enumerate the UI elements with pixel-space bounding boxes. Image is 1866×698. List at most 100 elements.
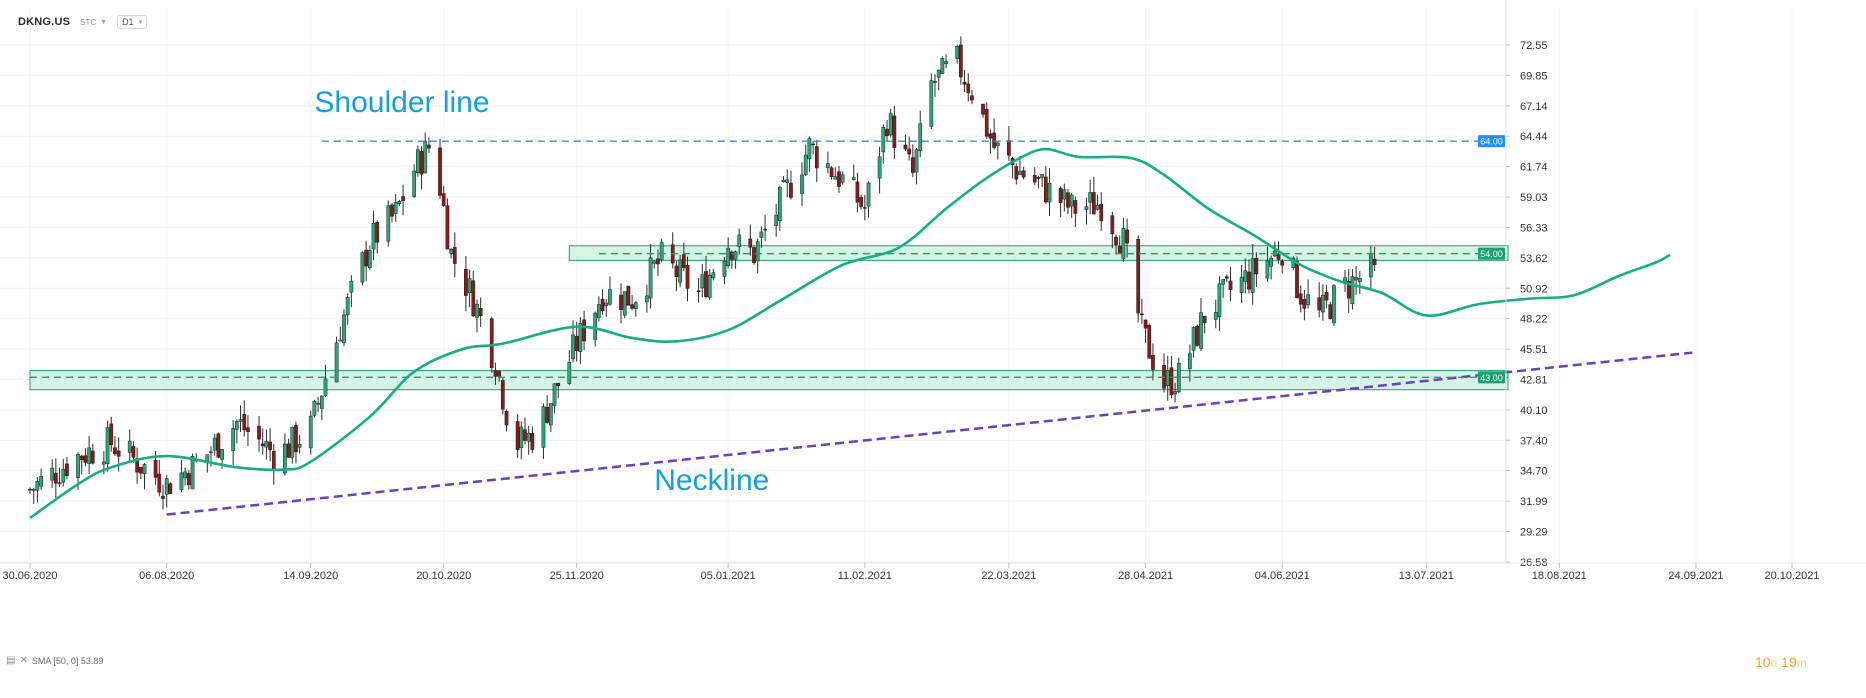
candle-body [386, 205, 391, 242]
candle [807, 136, 812, 172]
candle [670, 232, 675, 269]
candle-body [940, 57, 945, 74]
candle-body [401, 196, 405, 201]
candle-body [319, 395, 324, 409]
close-icon[interactable]: ✕ [19, 655, 28, 666]
timeframe-select[interactable]: D1 ▾ [117, 15, 148, 29]
candle-body [367, 250, 372, 268]
candle [785, 169, 790, 198]
candle-body [283, 443, 287, 474]
candle-body [1176, 363, 1181, 393]
candle-body [1173, 391, 1177, 395]
chart-type-select[interactable]: STC ▼ [80, 18, 107, 27]
candle-body [1014, 166, 1019, 180]
candle [500, 378, 505, 415]
candle [711, 268, 716, 281]
y-tick-label: 29.29 [1520, 527, 1548, 539]
candle-body [76, 454, 80, 478]
candle [1280, 258, 1285, 274]
candle [936, 69, 941, 91]
candle [286, 438, 291, 458]
candle-body [608, 289, 612, 305]
candle-body [393, 202, 398, 214]
candle-body [419, 151, 424, 175]
candle [1321, 284, 1325, 321]
candle-body [452, 247, 457, 264]
candle [105, 420, 110, 472]
candle [205, 454, 210, 473]
candle-body [597, 304, 601, 318]
candle [294, 421, 298, 464]
candle [1040, 173, 1044, 188]
candle [678, 254, 682, 288]
candle-body [1280, 260, 1285, 266]
candle-body [929, 80, 934, 127]
candle [157, 460, 162, 497]
candle-body [35, 481, 40, 491]
candle-body [464, 268, 468, 296]
timer-minutes: 19 [1781, 654, 1797, 670]
candle [412, 164, 417, 198]
candle [781, 176, 786, 183]
candle-body [726, 247, 731, 267]
candle-body [530, 432, 535, 450]
candle [308, 410, 313, 455]
candle [1269, 255, 1274, 280]
candle-body [308, 415, 313, 449]
candle-body [1088, 192, 1093, 203]
candle [759, 226, 764, 248]
candle-body [774, 214, 779, 226]
candle [475, 299, 479, 333]
candle [371, 210, 376, 261]
candle-body [1036, 176, 1041, 179]
candle-body [1321, 295, 1325, 313]
candle-body [1069, 194, 1074, 207]
candle [1069, 192, 1074, 218]
candle-body [1066, 192, 1070, 208]
x-tick-label: 06.08.2020 [139, 570, 194, 582]
candle-body [903, 144, 908, 150]
candle [955, 44, 960, 64]
candle-body [600, 298, 605, 312]
candle [1188, 344, 1192, 382]
candle-body [1213, 312, 1218, 320]
candle [54, 458, 58, 499]
candle [109, 416, 114, 452]
candle [1036, 175, 1041, 189]
candle-body [220, 449, 224, 460]
candle-body [323, 378, 328, 396]
chevron-down-icon: ▼ [100, 18, 108, 26]
candle-body [1169, 367, 1174, 396]
candle-body [866, 182, 871, 207]
candle-body [1224, 276, 1229, 279]
candle [626, 285, 631, 306]
candle-body [685, 265, 690, 289]
candle-body [1295, 261, 1299, 298]
candle-body [445, 205, 450, 250]
indicator-toggle-icon[interactable]: ▤ [6, 655, 16, 666]
y-tick-label: 69.85 [1520, 70, 1548, 82]
x-tick-label: 18.08.2021 [1532, 570, 1587, 582]
candle [1199, 297, 1203, 351]
candle-body [877, 156, 882, 179]
level-54-00: 54.00 [598, 247, 1508, 260]
candle-body [375, 222, 380, 243]
candle [65, 456, 69, 480]
symbol-label[interactable]: DKNG.US [18, 16, 71, 28]
candle [312, 399, 317, 418]
candle-body [294, 425, 298, 453]
candle [933, 74, 937, 97]
candle [1265, 246, 1270, 282]
candle-body [164, 478, 169, 495]
candle [748, 224, 753, 256]
candle-body [1195, 326, 1200, 346]
candle-body [205, 454, 210, 461]
candle-body [936, 69, 941, 78]
candle-body [345, 297, 350, 316]
candle [390, 202, 394, 223]
candle-body [105, 427, 110, 465]
candle [441, 185, 446, 207]
candle-body [962, 81, 967, 85]
sma-line-group [29, 147, 1671, 519]
